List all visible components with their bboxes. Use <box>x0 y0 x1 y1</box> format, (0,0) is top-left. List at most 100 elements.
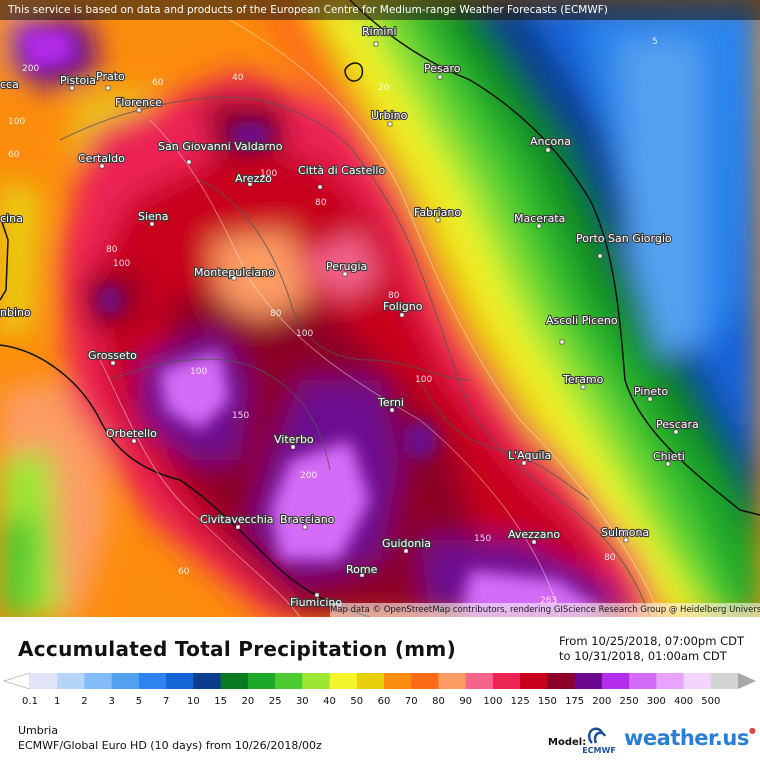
city-label-partial: cina <box>0 212 23 225</box>
legend-label: 1 <box>54 696 60 707</box>
ecmwf-logo[interactable]: ECMWF <box>582 725 616 755</box>
svg-text:80: 80 <box>315 198 327 208</box>
city-label: Fabriano <box>414 206 461 219</box>
legend-swatch <box>601 673 630 689</box>
coastline-east <box>349 0 760 516</box>
brand-mark-icon: ● <box>748 726 756 735</box>
city-label: Montepulciano <box>194 266 275 279</box>
city-label: Viterbo <box>274 433 314 446</box>
legend-swatch <box>166 673 194 689</box>
legend-label: 150 <box>538 696 557 707</box>
legend-label: 25 <box>269 696 282 707</box>
color-legend: 0.1 1 2 3 5 7 10 15 20 25 30 40 50 60 70 80 90 100 125 150 1… <box>2 672 756 707</box>
data-source-banner: This service is based on data and produc… <box>0 0 760 20</box>
legend-swatch <box>438 673 467 689</box>
city-label: Rimini <box>362 25 397 38</box>
legend-label: 0.1 <box>22 696 38 707</box>
svg-text:100: 100 <box>190 367 207 377</box>
contour-labels: 200 60 100 40 20 5 60 100 100 80 80 80 8… <box>8 37 658 606</box>
legend-label: 400 <box>674 696 693 707</box>
legend-swatch <box>30 673 58 689</box>
ecmwf-logo-icon <box>588 727 607 744</box>
legend-label: 30 <box>296 696 309 707</box>
svg-text:80: 80 <box>106 245 118 255</box>
chart-title: Accumulated Total Precipitation (mm) <box>18 637 457 661</box>
legend-label: 500 <box>701 696 720 707</box>
date-range: From 10/25/2018, 07:00pm CDT to 10/31/20… <box>559 634 744 664</box>
city-label: Pineto <box>634 385 669 398</box>
legend-label: 50 <box>350 696 363 707</box>
city-label: Ascoli Piceno <box>546 314 618 327</box>
svg-text:40: 40 <box>232 73 244 83</box>
legend-label: 80 <box>432 696 445 707</box>
legend-swatch <box>465 673 494 689</box>
svg-text:60: 60 <box>152 78 164 88</box>
legend-label: 5 <box>136 696 142 707</box>
legend-label: 2 <box>81 696 87 707</box>
precipitation-map[interactable]: Rimini Pesaro Pistoia Prato Florence Urb… <box>0 0 760 617</box>
svg-text:100: 100 <box>113 259 130 269</box>
svg-text:20: 20 <box>378 83 390 93</box>
legend-swatch <box>138 673 167 689</box>
legend-label: 20 <box>241 696 254 707</box>
legend-arrow-right <box>738 673 756 689</box>
legend-swatch <box>356 673 385 689</box>
legend-swatch <box>111 673 140 689</box>
svg-text:60: 60 <box>178 567 190 577</box>
city-label: Teramo <box>562 373 604 386</box>
city-label: Florence <box>115 96 162 109</box>
legend-swatch <box>520 673 548 689</box>
svg-text:60: 60 <box>8 150 20 160</box>
info-panel: Accumulated Total Precipitation (mm) Fro… <box>0 617 760 760</box>
svg-text:80: 80 <box>604 553 616 563</box>
legend-swatch <box>193 673 222 689</box>
legend-swatch <box>656 673 685 689</box>
city-label: Pistoia <box>60 74 96 87</box>
city-label: Città di Castello <box>298 164 385 177</box>
legend-swatch <box>710 673 739 689</box>
legend-swatch <box>57 673 85 689</box>
city-label: L'Aquila <box>508 449 551 462</box>
svg-text:150: 150 <box>232 411 249 421</box>
weather-us-logo[interactable]: weather.us● <box>624 726 756 750</box>
city-label: Ancona <box>530 135 571 148</box>
city-label: Bracciano <box>280 513 335 526</box>
legend-swatch <box>629 673 657 689</box>
legend-label: 250 <box>620 696 639 707</box>
city-label: Sulmona <box>601 526 649 539</box>
coastline <box>0 344 371 617</box>
city-label: San Giovanni Valdarno <box>158 140 283 153</box>
legend-label: 10 <box>187 696 200 707</box>
city-label: Urbino <box>371 109 408 122</box>
map-canvas: Rimini Pesaro Pistoia Prato Florence Urb… <box>0 0 760 617</box>
city-label: Chieti <box>653 450 685 463</box>
city-label: Pescara <box>656 418 699 431</box>
legend-label: 100 <box>483 696 502 707</box>
svg-text:100: 100 <box>8 117 25 127</box>
brand-text: weather.us <box>624 726 749 750</box>
city-label: Porto San Giorgio <box>576 232 672 245</box>
date-to: to 10/31/2018, 01:00am CDT <box>559 649 727 663</box>
svg-text:150: 150 <box>474 534 491 544</box>
legend-label: 3 <box>109 696 115 707</box>
legend-swatch <box>683 673 712 689</box>
legend-label: 125 <box>511 696 530 707</box>
city-label: Fiumicino <box>290 596 342 609</box>
legend-swatch <box>384 673 412 689</box>
region-name: Umbria <box>18 724 59 737</box>
city-label: Guidonia <box>382 537 431 550</box>
legend-swatch <box>411 673 439 689</box>
ecmwf-logo-text: ECMWF <box>582 746 616 755</box>
legend-swatch <box>275 673 303 689</box>
legend-label: 40 <box>323 696 336 707</box>
svg-text:263: 263 <box>540 596 557 606</box>
city-label: Avezzano <box>508 528 560 541</box>
city-label: Civitavecchia <box>200 513 274 526</box>
city-label: Rome <box>346 563 378 576</box>
legend-label: 300 <box>647 696 666 707</box>
legend-label: 175 <box>565 696 584 707</box>
legend-swatch <box>302 673 331 689</box>
city-label: Grosseto <box>88 349 137 362</box>
legend-label: 200 <box>592 696 611 707</box>
legend-label: 90 <box>459 696 472 707</box>
